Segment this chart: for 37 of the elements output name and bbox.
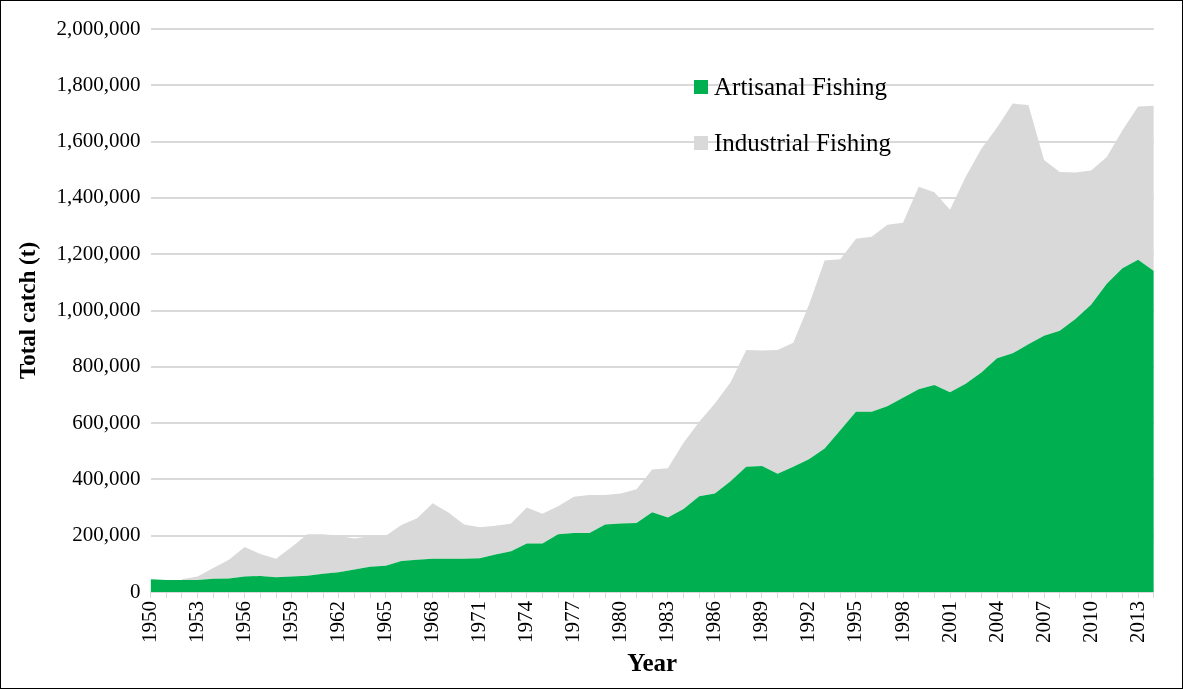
- x-tick-label: 1977: [560, 601, 585, 643]
- x-tick-label: 2004: [983, 600, 1008, 643]
- y-tick-label: 800,000: [72, 353, 141, 378]
- y-tick-label: 1,000,000: [56, 297, 141, 322]
- x-tick-label: 1962: [325, 601, 350, 643]
- x-tick-label: 1980: [607, 601, 632, 643]
- x-tick-label: 1956: [231, 601, 256, 643]
- x-tick-label: 2010: [1077, 601, 1102, 643]
- x-tick-label: 2013: [1124, 601, 1149, 643]
- y-tick-label: 2,000,000: [56, 15, 141, 40]
- x-tick-label: 1986: [701, 601, 726, 643]
- x-tick-label: 1953: [184, 601, 209, 643]
- x-tick-label: 1974: [513, 600, 538, 643]
- x-tick-label: 1998: [889, 601, 914, 643]
- x-tick-label: 2001: [936, 601, 961, 643]
- y-tick-label: 200,000: [72, 522, 141, 547]
- x-tick-label: 1989: [748, 601, 773, 643]
- x-tick-label: 1971: [466, 601, 491, 643]
- x-tick-label: 2007: [1030, 601, 1055, 643]
- x-tick-label: 1950: [137, 601, 162, 643]
- legend-label: Artisanal Fishing: [714, 73, 887, 101]
- y-tick-label: 1,800,000: [56, 71, 141, 96]
- y-tick-label: 1,600,000: [56, 128, 141, 153]
- y-tick-label: 0: [130, 578, 141, 603]
- y-tick-label: 600,000: [72, 409, 141, 434]
- y-tick-label: 1,200,000: [56, 240, 141, 265]
- x-tick-label: 1992: [795, 601, 820, 643]
- y-axis-title: Total catch (t): [14, 241, 40, 380]
- legend-label: Industrial Fishing: [714, 129, 892, 157]
- x-tick-label: 1959: [278, 601, 303, 643]
- x-tick-label: 1995: [842, 601, 867, 643]
- y-tick-label: 400,000: [72, 465, 141, 490]
- x-tick-label: 1965: [372, 601, 397, 643]
- x-tick-label: 1983: [654, 601, 679, 643]
- y-tick-label: 1,400,000: [56, 184, 141, 209]
- x-axis-title: Year: [627, 649, 678, 677]
- x-tick-label: 1968: [419, 601, 444, 643]
